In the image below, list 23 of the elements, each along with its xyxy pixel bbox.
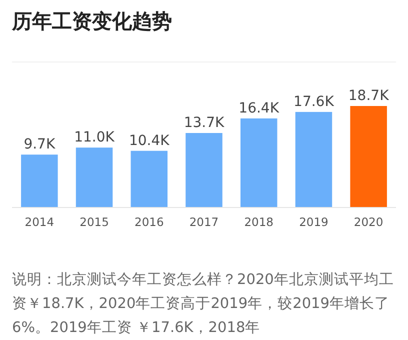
text: 说明：北京测试今年工资怎么样？2020年北京测试平均工资￥18.7K，2020年工资高于2019年，较2019年增长了6%。2019年工资 ￥17.6K，2018年 (12, 270, 395, 338)
x-tick-label: 2014 (24, 215, 54, 229)
x-tick-label: 2018 (244, 215, 274, 229)
data-label: 17.6K (294, 94, 335, 110)
x-tick-label: 2017 (189, 215, 219, 229)
bar (130, 150, 168, 207)
data-label: 16.4K (238, 100, 280, 116)
bar (240, 118, 278, 207)
x-tick-label: 2019 (299, 215, 328, 229)
data-label: 10.4K (128, 132, 170, 149)
bar (350, 106, 387, 207)
bar (76, 148, 113, 207)
x-tick-label: 2016 (134, 215, 164, 229)
x-tick-label: 2020 (354, 215, 384, 229)
data-label: 9.7K (24, 136, 56, 153)
data-label: 13.7K (184, 115, 225, 132)
bar (295, 112, 332, 207)
bar (21, 154, 58, 207)
bar (186, 133, 222, 207)
x-tick-label: 2015 (80, 215, 109, 229)
chart-title: 历年工资变化趋势 (12, 8, 172, 35)
data-label: 18.7K (348, 88, 390, 104)
data-label: 11.0K (74, 130, 116, 146)
